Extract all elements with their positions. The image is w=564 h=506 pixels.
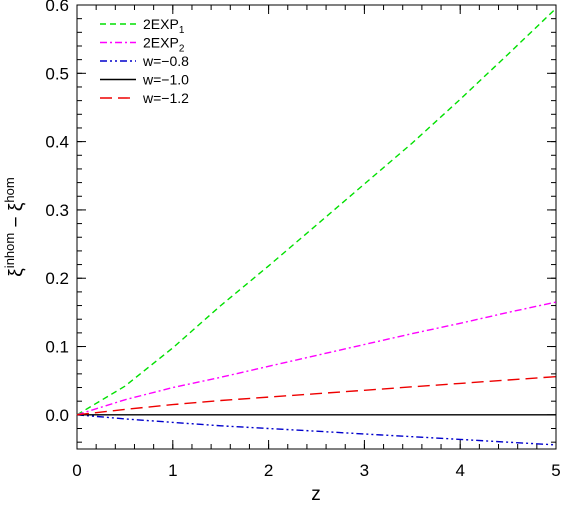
series-line-5 — [76, 375, 557, 416]
y-axis-label-main: ξ — [6, 268, 27, 277]
y-tick-label: 0.1 — [45, 338, 69, 357]
series-lines — [76, 7, 557, 446]
axis-ticks — [76, 4, 557, 449]
x-tick-label: 4 — [455, 461, 464, 480]
y-tick-label: 0.6 — [45, 0, 69, 15]
y-tick-label: 0.5 — [45, 64, 69, 83]
axis-tick-labels: 0 1 2 3 4 5 0.0 0.1 0.2 0.3 0.4 0.5 0.6 — [45, 0, 560, 480]
x-axis-label: z — [311, 484, 321, 505]
y-axis-label-mid: − ξ — [6, 202, 27, 233]
legend-label: 2EXP2 — [143, 35, 185, 55]
y-axis-label-sup1: inhom — [2, 233, 17, 268]
x-tick-label: 2 — [264, 461, 273, 480]
y-tick-label: 0.2 — [45, 269, 69, 288]
y-axis-label: ξinhom − ξhom — [2, 177, 27, 276]
legend-label-subscript: 1 — [179, 25, 185, 36]
series-line-1 — [76, 7, 557, 416]
series-line-3 — [76, 414, 557, 446]
legend-label-subscript: 2 — [179, 44, 185, 55]
y-axis-label-sup2: hom — [2, 177, 17, 202]
plot-frame — [76, 4, 557, 450]
legend-label: 2EXP1 — [143, 16, 185, 36]
legend-label: w=−0.8 — [142, 53, 189, 69]
x-tick-label: 0 — [72, 461, 81, 480]
x-tick-label: 5 — [551, 461, 560, 480]
y-tick-label: 0.3 — [45, 201, 69, 220]
legend-label: w=−1.2 — [142, 90, 189, 106]
x-tick-label: 1 — [168, 461, 177, 480]
y-tick-label: 0.0 — [45, 406, 69, 425]
y-tick-label: 0.4 — [45, 133, 69, 152]
x-tick-label: 3 — [360, 461, 369, 480]
legend-label: w=−1.0 — [142, 72, 189, 88]
series-line-2 — [76, 301, 557, 416]
